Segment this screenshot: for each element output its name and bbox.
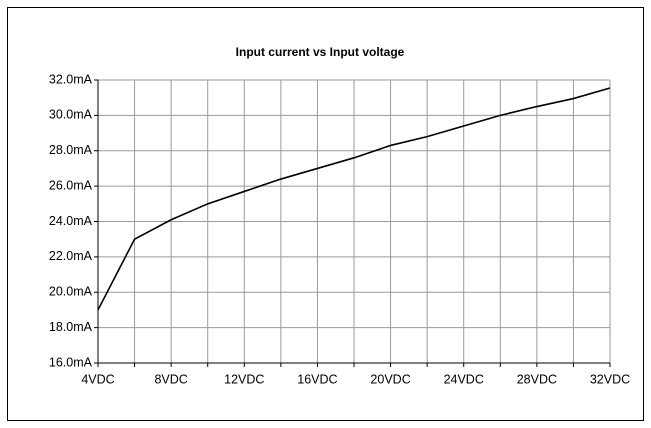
y-tick-label: 20.0mA (49, 285, 93, 299)
y-tick-label: 16.0mA (49, 355, 93, 369)
x-tick-label: 24VDC (444, 372, 484, 386)
y-tick-label: 30.0mA (49, 108, 93, 122)
x-tick-label: 32VDC (590, 372, 630, 386)
x-tick-label: 4VDC (81, 372, 114, 386)
data-line (97, 87, 611, 311)
y-tick-label: 22.0mA (49, 249, 93, 263)
x-tick-label: 12VDC (224, 372, 264, 386)
y-tick-label: 24.0mA (49, 214, 93, 228)
x-tick-label: 28VDC (517, 372, 557, 386)
y-tick-label: 26.0mA (49, 178, 93, 192)
x-tick-label: 8VDC (154, 372, 187, 386)
y-tick-label: 28.0mA (49, 143, 93, 157)
x-tick-label: 16VDC (297, 372, 337, 386)
y-tick-label: 18.0mA (49, 320, 93, 334)
chart-title: Input current vs Input voltage (236, 45, 405, 59)
x-tick-label: 20VDC (370, 372, 410, 386)
y-tick-label: 32.0mA (49, 72, 93, 86)
chart-frame (7, 7, 644, 421)
